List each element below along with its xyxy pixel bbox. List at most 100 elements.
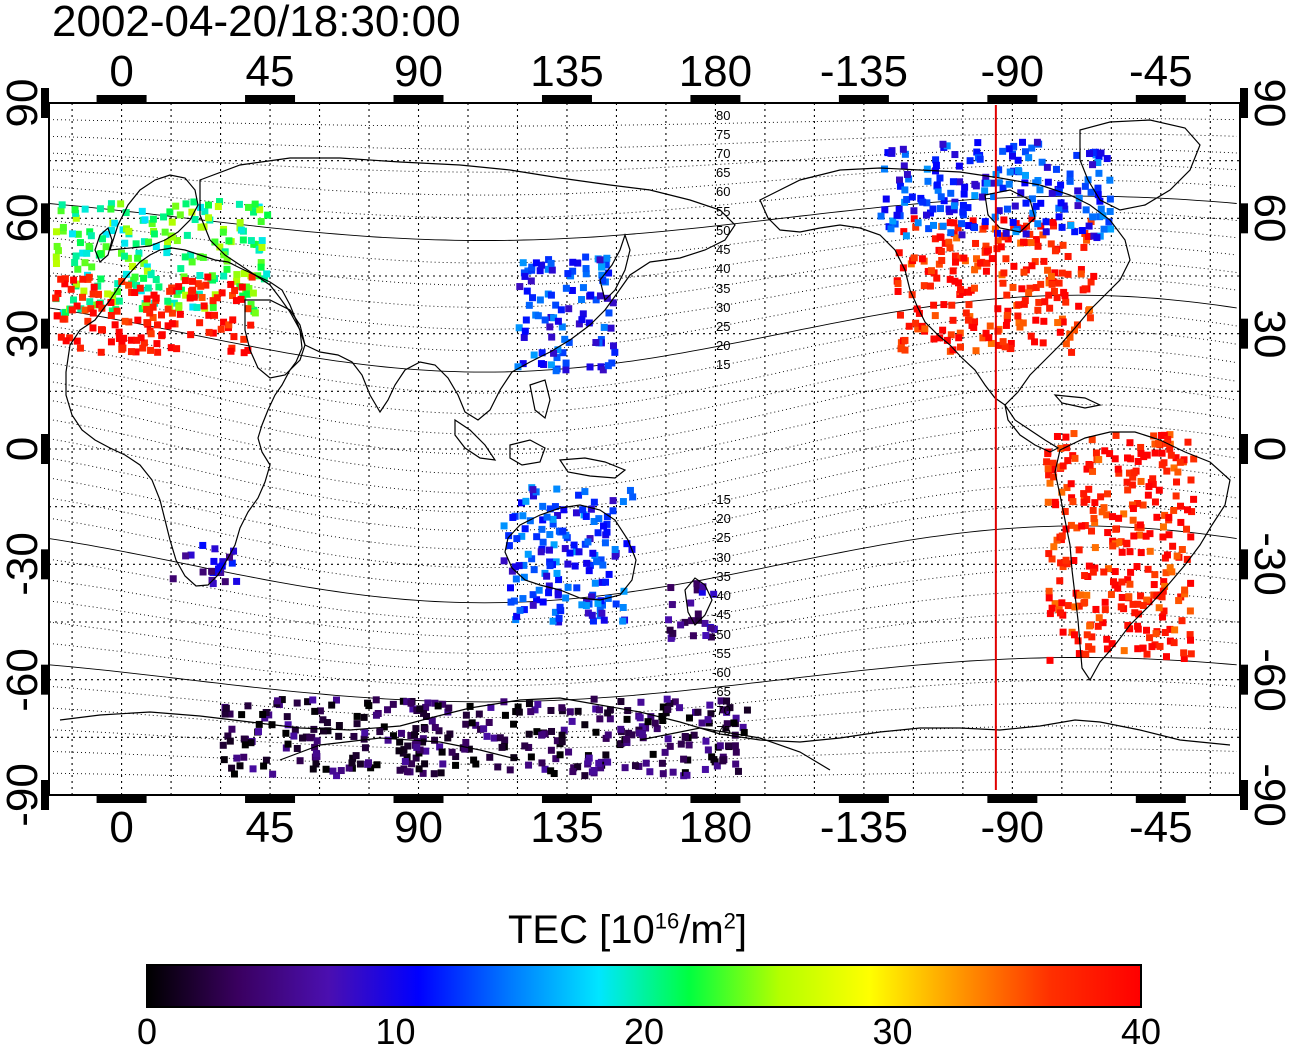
tec-cell	[507, 598, 515, 606]
tec-cell	[170, 299, 178, 307]
tec-cell	[1106, 176, 1114, 184]
tec-cell	[274, 697, 282, 705]
tec-cell	[590, 517, 598, 525]
tec-cell	[1003, 205, 1011, 213]
tec-cell	[669, 768, 677, 776]
tec-cell	[1083, 591, 1091, 599]
tec-cell	[569, 768, 577, 776]
maglat-line	[49, 443, 1237, 532]
maglat-label: 45	[716, 242, 731, 258]
tec-cell	[579, 284, 587, 292]
tec-cell	[122, 209, 130, 217]
tec-cell	[537, 548, 545, 556]
tec-cell	[226, 553, 234, 561]
tec-cell	[521, 525, 529, 533]
tec-cell	[189, 286, 197, 294]
tec-cell	[263, 270, 271, 278]
tec-cell	[562, 366, 570, 374]
tec-cell	[1115, 469, 1123, 477]
tec-cell	[1081, 522, 1089, 530]
tec-cell	[1145, 483, 1153, 491]
tec-cell	[107, 338, 115, 346]
tec-cell	[323, 719, 331, 727]
tec-cell	[1070, 430, 1078, 438]
tec-cell	[1045, 471, 1053, 479]
tec-cell	[84, 317, 92, 325]
tec-cell	[1048, 555, 1056, 563]
tec-cell	[947, 331, 955, 339]
tec-cell	[945, 205, 953, 213]
tec-cell	[995, 179, 1003, 187]
tec-cell	[1080, 243, 1088, 251]
tec-cell	[1094, 159, 1102, 167]
tec-cell	[731, 731, 739, 739]
tec-cell	[437, 769, 445, 777]
tec-cell	[1111, 455, 1119, 463]
tec-cell	[525, 301, 533, 309]
tec-cell	[599, 561, 607, 569]
frame-bar-top	[690, 95, 741, 103]
tec-cell	[986, 322, 994, 330]
tec-cell	[411, 731, 419, 739]
tec-cell	[1099, 212, 1107, 220]
tec-cell	[420, 709, 428, 717]
tec-cell	[1070, 557, 1078, 565]
tec-cell	[1126, 580, 1134, 588]
tec-cell	[1044, 450, 1052, 458]
tec-cell	[73, 337, 81, 345]
tec-cell	[659, 703, 667, 711]
tec-cell	[565, 338, 573, 346]
tec-cell	[910, 207, 918, 215]
tec-cell	[1100, 568, 1108, 576]
tec-cell	[1014, 156, 1022, 164]
tec-cell	[950, 206, 958, 214]
tec-cell	[345, 764, 353, 772]
tec-cell	[1160, 431, 1168, 439]
tec-cell	[971, 192, 979, 200]
tec-cell	[241, 741, 249, 749]
tec-cell	[976, 155, 984, 163]
tec-cell	[229, 292, 237, 300]
tec-cell	[132, 240, 140, 248]
tec-cell	[237, 295, 245, 303]
tec-cell	[67, 285, 75, 293]
tec-cell	[539, 598, 547, 606]
tec-cell	[1151, 498, 1159, 506]
tec-cell	[364, 759, 372, 767]
tec-cell	[993, 229, 1001, 237]
tec-cell	[501, 736, 509, 744]
tec-cell	[1068, 348, 1076, 356]
maglat-label: -40	[712, 588, 731, 604]
tec-cell	[600, 323, 608, 331]
tec-cell	[910, 254, 918, 262]
tec-cell	[361, 744, 369, 752]
tec-cell	[127, 348, 135, 356]
tec-cell	[677, 740, 685, 748]
tec-cell	[982, 242, 990, 250]
tec-cell	[651, 719, 659, 727]
tec-cell	[143, 319, 151, 327]
tec-cell	[1094, 184, 1102, 192]
tec-cell	[740, 728, 748, 736]
tec-cell	[602, 578, 610, 586]
tick-right-label: 0	[1245, 436, 1292, 462]
tick-bottom-label: -45	[1129, 803, 1193, 852]
tec-cell	[1021, 148, 1029, 156]
tec-cell	[568, 286, 576, 294]
tec-cell	[894, 287, 902, 295]
tec-cell	[956, 343, 964, 351]
tec-cell	[197, 282, 205, 290]
tec-cell	[147, 346, 155, 354]
tec-cell	[1058, 488, 1066, 496]
tec-cell	[677, 621, 685, 629]
tec-cell	[603, 254, 611, 262]
tec-cell	[525, 761, 533, 769]
tec-cell	[312, 749, 320, 757]
tec-cell	[988, 255, 996, 263]
frame-bar-right	[1240, 780, 1248, 810]
tec-cell	[70, 276, 78, 284]
tec-cell	[951, 252, 959, 260]
tec-cell	[1038, 158, 1046, 166]
tec-cell	[931, 312, 939, 320]
tec-cell	[421, 725, 429, 733]
